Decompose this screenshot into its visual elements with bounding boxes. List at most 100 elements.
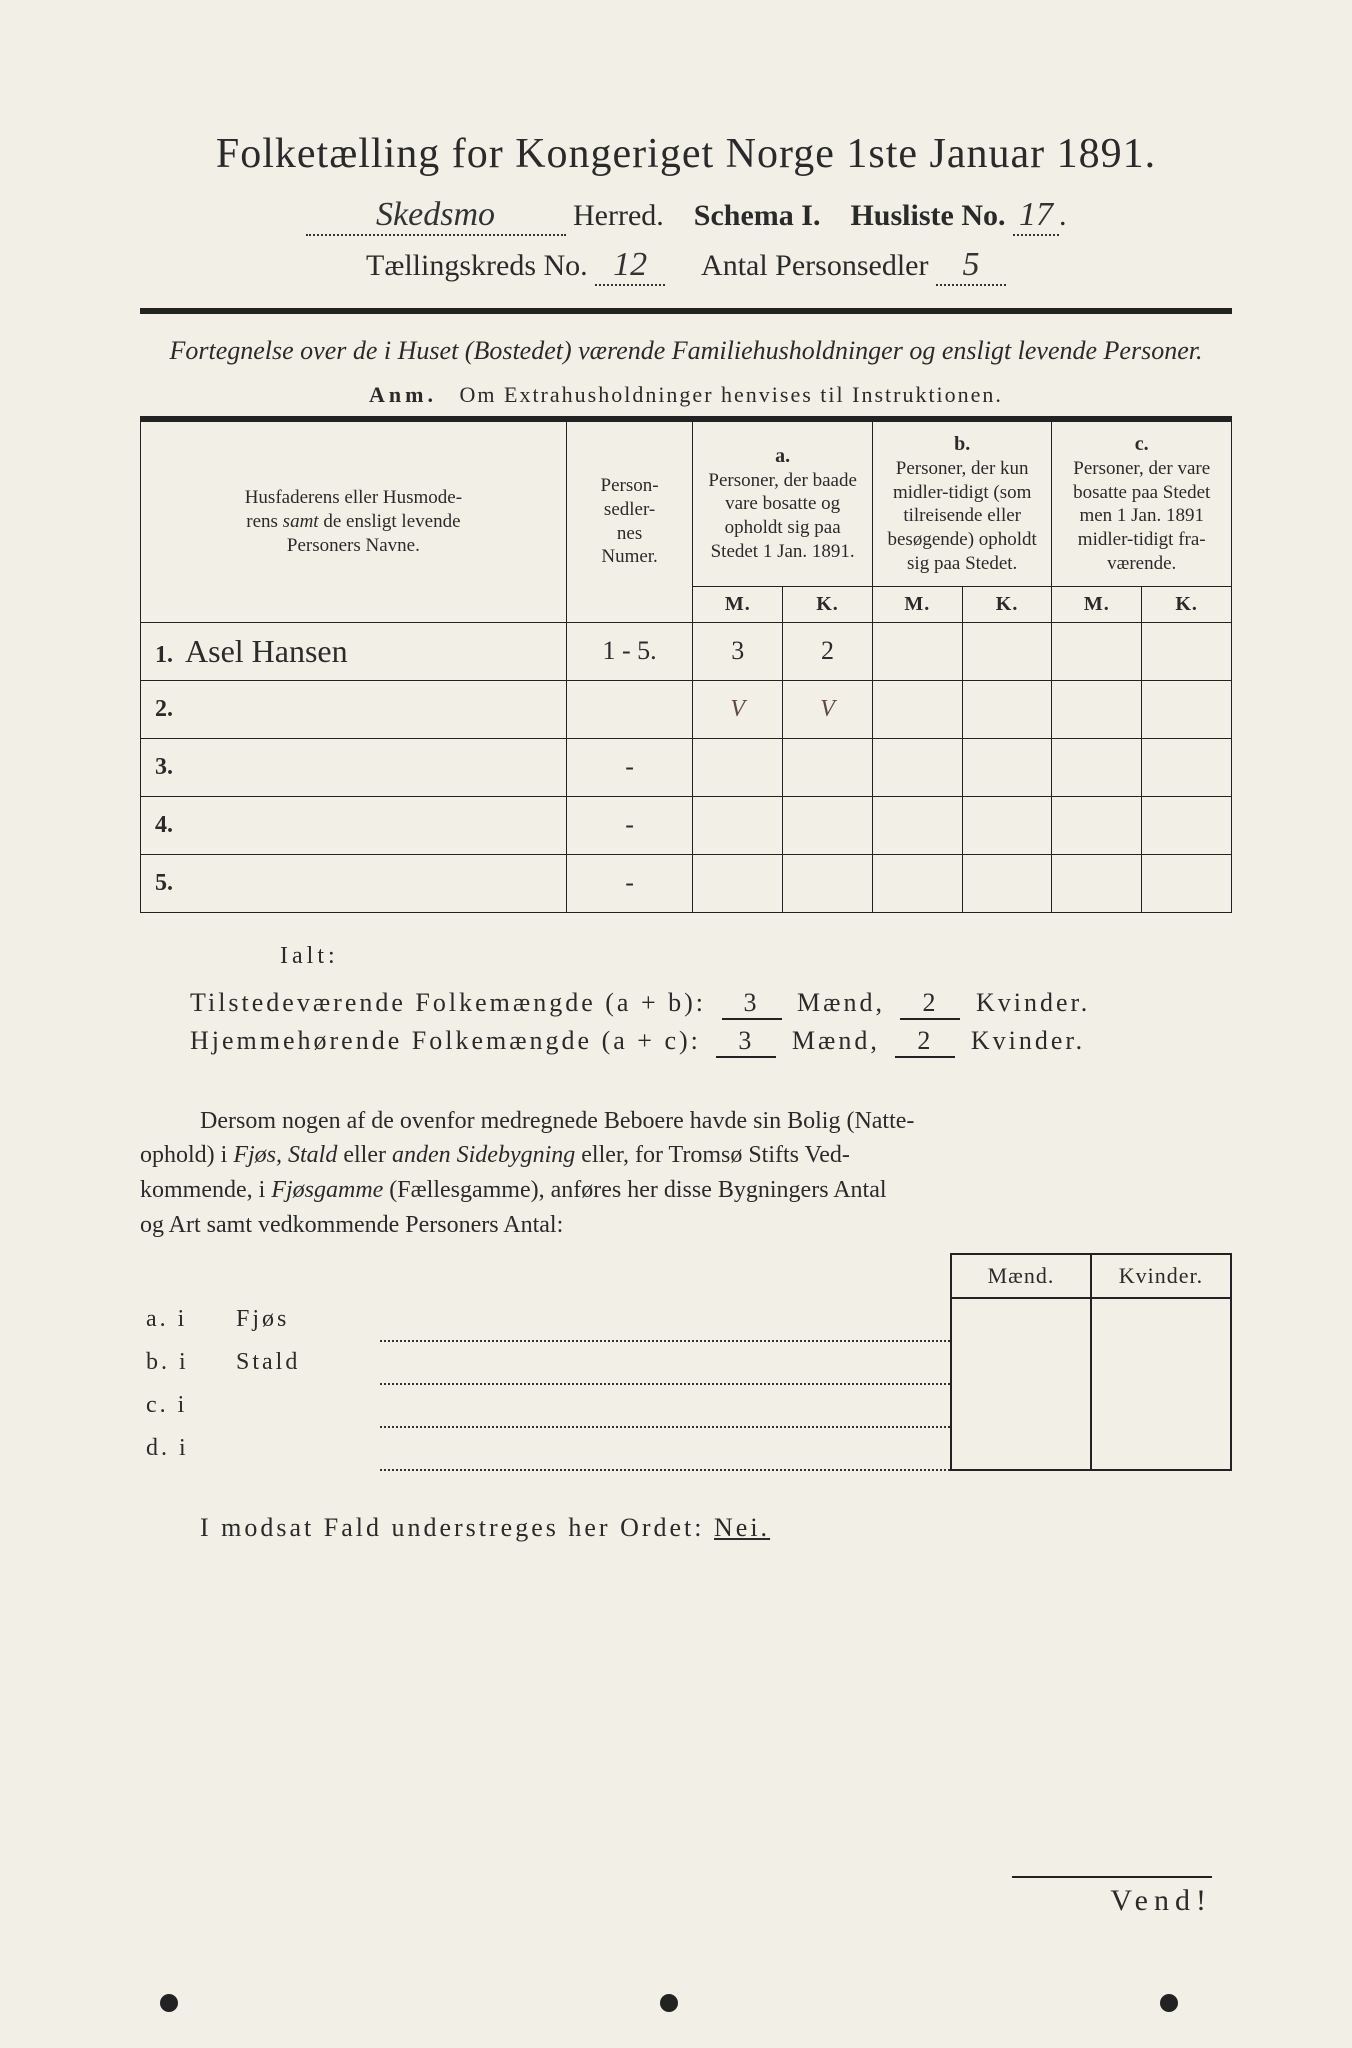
- row-name: 1.Asel Hansen: [141, 622, 567, 680]
- row-a-m: 3: [693, 622, 783, 680]
- nei-word: Nei.: [714, 1513, 770, 1542]
- table-row: 4.-: [141, 796, 1232, 854]
- row-num: -: [566, 854, 693, 912]
- row-a-m: [693, 796, 783, 854]
- group-a-header: a. Personer, der baade vare bosatte og o…: [693, 419, 873, 586]
- row-b-m: [872, 854, 962, 912]
- table-row: 3.-: [141, 738, 1232, 796]
- side-row-k: [1091, 1427, 1231, 1470]
- side-row-m: [951, 1427, 1091, 1470]
- row-a-k: 2: [783, 622, 873, 680]
- row-name: 3.: [141, 738, 567, 796]
- page-title: Folketælling for Kongeriget Norge 1ste J…: [140, 130, 1232, 178]
- row-a-k: [783, 738, 873, 796]
- anm-label: Anm.: [369, 382, 437, 407]
- row-num: 1 - 5.: [566, 622, 693, 680]
- schema-label: Schema I.: [694, 199, 821, 232]
- ialt-label: Ialt:: [280, 943, 1232, 970]
- row-a-m: [693, 854, 783, 912]
- sum2-k: 2: [895, 1026, 955, 1058]
- table-row: 5.-: [141, 854, 1232, 912]
- row-a-k: V: [783, 680, 873, 738]
- modsat-text: I modsat Fald understreges her Ordet:: [200, 1513, 705, 1542]
- table-row: 1.Asel Hansen1 - 5.32: [141, 622, 1232, 680]
- side-row-lab: b. i: [140, 1341, 230, 1384]
- sum2-m-label: Mænd,: [792, 1026, 880, 1055]
- punch-hole: [1160, 1994, 1178, 2012]
- row-b-m: [872, 796, 962, 854]
- side-row-k: [1091, 1298, 1231, 1341]
- row-name: 2.: [141, 680, 567, 738]
- row-c-m: [1052, 854, 1142, 912]
- census-form-page: Folketælling for Kongeriget Norge 1ste J…: [0, 0, 1352, 2048]
- subtitle: Fortegnelse over de i Huset (Bostedet) v…: [140, 334, 1232, 368]
- row-a-k: [783, 796, 873, 854]
- kreds-label: Tællingskreds No.: [366, 249, 588, 282]
- side-row-dots: [380, 1298, 951, 1341]
- row-b-k: [962, 796, 1052, 854]
- col-names-header: Husfaderens eller Husmode-rens samt de e…: [141, 419, 567, 622]
- sum2-k-label: Kvinder.: [971, 1026, 1085, 1055]
- sum1-k-label: Kvinder.: [976, 988, 1090, 1017]
- a-k-label: K.: [783, 586, 873, 622]
- side-building-table: Mænd. Kvinder. a. iFjøsb. iStaldc. id. i: [140, 1253, 1232, 1471]
- row-c-k: [1142, 738, 1232, 796]
- side-row-m: [951, 1384, 1091, 1427]
- side-row-k: [1091, 1341, 1231, 1384]
- row-c-k: [1142, 854, 1232, 912]
- row-b-m: [872, 680, 962, 738]
- col-num-header: Person-sedler-nesNumer.: [566, 419, 693, 622]
- table-row: 2.VV: [141, 680, 1232, 738]
- anm-text: Om Extrahusholdninger henvises til Instr…: [460, 382, 1003, 407]
- row-a-m: [693, 738, 783, 796]
- side-row: b. iStald: [140, 1341, 1231, 1384]
- side-row-lab: d. i: [140, 1427, 230, 1470]
- side-building-paragraph: Dersom nogen af de ovenfor medregnede Be…: [140, 1104, 1232, 1243]
- side-row-dots: [380, 1341, 951, 1384]
- side-row-word: Stald: [230, 1341, 380, 1384]
- c-k-label: K.: [1142, 586, 1232, 622]
- sum1-k: 2: [900, 988, 960, 1020]
- row-b-k: [962, 680, 1052, 738]
- row-name: 4.: [141, 796, 567, 854]
- side-row-m: [951, 1341, 1091, 1384]
- row-c-k: [1142, 622, 1232, 680]
- side-row-word: Fjøs: [230, 1298, 380, 1341]
- side-row-lab: a. i: [140, 1298, 230, 1341]
- sum-line-2: Hjemmehørende Folkemængde (a + c): 3 Mæn…: [190, 1026, 1232, 1058]
- side-row-dots: [380, 1384, 951, 1427]
- antal-value: 5: [936, 246, 1006, 286]
- b-m-label: M.: [872, 586, 962, 622]
- side-row: a. iFjøs: [140, 1298, 1231, 1341]
- row-c-k: [1142, 796, 1232, 854]
- row-num: [566, 680, 693, 738]
- herred-value: Skedsmo: [306, 196, 566, 236]
- group-b-header: b. Personer, der kun midler-tidigt (som …: [872, 419, 1052, 586]
- header-line-1: Skedsmo Herred. Schema I. Husliste No. 1…: [140, 196, 1232, 236]
- vend-label: Vend!: [1012, 1876, 1212, 1918]
- row-c-k: [1142, 680, 1232, 738]
- sum1-m: 3: [722, 988, 782, 1020]
- side-m-label: Mænd.: [951, 1254, 1091, 1298]
- row-b-m: [872, 622, 962, 680]
- row-a-k: [783, 854, 873, 912]
- row-b-k: [962, 738, 1052, 796]
- antal-label: Antal Personsedler: [701, 249, 928, 282]
- side-row-word: [230, 1384, 380, 1427]
- side-row-lab: c. i: [140, 1384, 230, 1427]
- punch-hole: [660, 1994, 678, 2012]
- row-c-m: [1052, 796, 1142, 854]
- rule-1: [140, 308, 1232, 314]
- sum-line-1: Tilstedeværende Folkemængde (a + b): 3 M…: [190, 988, 1232, 1020]
- row-name: 5.: [141, 854, 567, 912]
- modsat-line: I modsat Fald understreges her Ordet: Ne…: [140, 1513, 1232, 1543]
- a-m-label: M.: [693, 586, 783, 622]
- row-c-m: [1052, 622, 1142, 680]
- herred-label: Herred.: [573, 199, 664, 232]
- husliste-value: 17: [1013, 196, 1059, 236]
- sum2-m: 3: [716, 1026, 776, 1058]
- row-c-m: [1052, 680, 1142, 738]
- side-row: d. i: [140, 1427, 1231, 1470]
- c-m-label: M.: [1052, 586, 1142, 622]
- sum1-label: Tilstedeværende Folkemængde (a + b):: [190, 988, 706, 1017]
